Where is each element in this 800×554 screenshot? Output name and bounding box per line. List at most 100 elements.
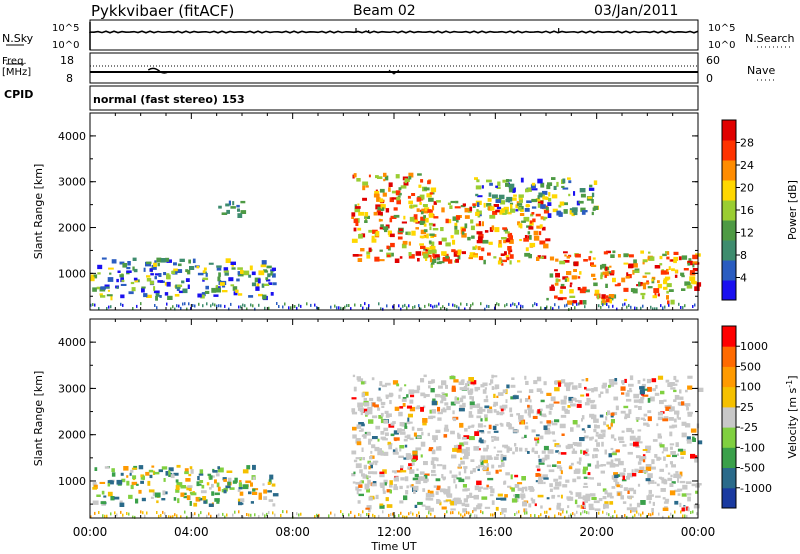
- echo-cell: [413, 490, 416, 494]
- echo-cell: [686, 436, 691, 441]
- echo-cell: [647, 416, 652, 422]
- echo-cell: [488, 424, 492, 430]
- echo-cell: [126, 475, 129, 478]
- echo-cell: [633, 441, 639, 447]
- echo-cell: [639, 386, 645, 390]
- near-range-echo: [460, 513, 462, 517]
- echo-cell: [456, 477, 462, 480]
- echo-cell: [197, 476, 200, 481]
- echo-cell: [352, 174, 355, 179]
- echo-cell: [405, 490, 409, 495]
- echo-cell: [612, 411, 618, 416]
- echo-cell: [506, 422, 510, 427]
- echo-cell: [623, 298, 628, 302]
- echo-cell: [355, 486, 359, 491]
- echo-cell: [461, 228, 466, 232]
- near-range-echo: [582, 510, 584, 514]
- echo-cell: [359, 469, 363, 474]
- echo-cell: [429, 226, 432, 231]
- echo-cell: [452, 239, 456, 245]
- echo-cell: [141, 288, 145, 293]
- echo-cell: [548, 469, 555, 473]
- echo-cell: [605, 295, 609, 298]
- echo-cell: [386, 504, 393, 508]
- echo-cell: [666, 295, 669, 300]
- echo-cell: [423, 215, 426, 220]
- echo-cell: [130, 469, 134, 473]
- echo-cell: [615, 405, 619, 411]
- echo-cell: [364, 215, 370, 219]
- echo-cell: [382, 226, 389, 231]
- echo-cell: [692, 262, 695, 268]
- echo-cell: [554, 482, 560, 487]
- near-range-echo: [472, 510, 474, 514]
- echo-cell: [90, 274, 94, 279]
- near-range-echo: [238, 305, 240, 309]
- echo-cell: [605, 283, 608, 288]
- echo-cell: [642, 275, 647, 278]
- echo-cell: [155, 293, 160, 297]
- echo-cell: [521, 420, 525, 425]
- near-range-echo: [146, 511, 148, 515]
- echo-cell: [254, 277, 261, 283]
- echo-cell: [527, 187, 532, 192]
- echo-cell: [263, 283, 270, 286]
- near-range-echo: [248, 513, 250, 517]
- echo-cell: [382, 490, 386, 494]
- echo-cell: [476, 480, 482, 486]
- near-range-echo: [418, 304, 420, 308]
- echo-cell: [543, 216, 546, 221]
- echo-cell: [473, 254, 478, 258]
- near-range-echo: [334, 513, 336, 517]
- echo-cell: [667, 477, 673, 481]
- echo-cell: [547, 213, 552, 218]
- echo-cell: [660, 488, 666, 492]
- echo-cell: [189, 466, 193, 470]
- echo-cell: [491, 439, 494, 442]
- echo-cell: [491, 225, 495, 231]
- echo-cell: [562, 297, 567, 300]
- echo-cell: [486, 463, 489, 468]
- echo-cell: [554, 419, 560, 423]
- echo-cell: [663, 286, 668, 290]
- echo-cell: [436, 200, 441, 203]
- echo-cell: [165, 471, 169, 476]
- echo-cell: [444, 424, 449, 430]
- echo-cell: [173, 497, 177, 501]
- near-range-echo: [640, 513, 642, 517]
- near-range-echo: [250, 303, 252, 307]
- echo-cell: [488, 241, 493, 245]
- echo-cell: [654, 392, 660, 396]
- echo-cell: [576, 403, 582, 408]
- echo-cell: [413, 214, 418, 218]
- echo-cell: [443, 434, 448, 438]
- echo-cell: [420, 216, 426, 221]
- echo-cell: [623, 468, 626, 473]
- echo-cell: [640, 500, 646, 505]
- echo-cell: [585, 289, 590, 293]
- echo-cell: [410, 469, 415, 474]
- echo-cell: [555, 380, 558, 385]
- echo-cell: [380, 412, 384, 417]
- echo-cell: [454, 396, 457, 401]
- echo-cell: [372, 229, 378, 234]
- echo-cell: [609, 463, 616, 468]
- echo-cell: [531, 182, 536, 186]
- echo-cell: [568, 466, 573, 470]
- near-range-echo: [550, 306, 552, 310]
- near-range-echo: [516, 305, 518, 309]
- near-range-echo: [530, 514, 532, 517]
- echo-cell: [479, 430, 484, 433]
- echo-cell: [593, 180, 598, 185]
- colorbar-tick-label: -100: [740, 441, 765, 454]
- echo-cell: [505, 399, 508, 403]
- near-range-echo: [578, 302, 580, 306]
- echo-cell: [648, 489, 652, 494]
- echo-cell: [200, 294, 205, 299]
- near-range-echo: [532, 304, 534, 308]
- echo-cell: [427, 180, 431, 185]
- echo-cell: [486, 444, 489, 450]
- echo-cell: [420, 392, 425, 397]
- echo-cell: [568, 396, 574, 401]
- echo-cell: [148, 469, 154, 473]
